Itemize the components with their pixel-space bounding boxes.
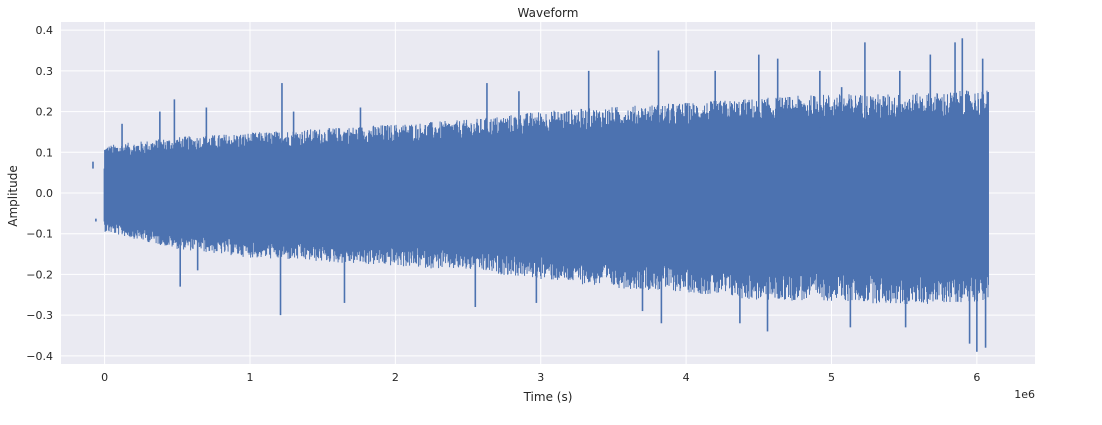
- x-tick-label: 5: [828, 371, 835, 384]
- x-axis-label: Time (s): [523, 390, 573, 404]
- y-tick-label: 0.1: [36, 146, 54, 159]
- chart-title: Waveform: [518, 6, 579, 20]
- y-tick-label: 0.3: [36, 65, 54, 78]
- y-axis-label: Amplitude: [6, 165, 20, 227]
- y-tick-label: −0.4: [26, 350, 53, 363]
- x-offset-text: 1e6: [1014, 388, 1035, 401]
- y-tick-label: 0.0: [36, 187, 54, 200]
- x-tick-label: 2: [392, 371, 399, 384]
- x-tick-label: 6: [973, 371, 980, 384]
- x-tick-label: 1: [246, 371, 253, 384]
- y-tick-label: −0.3: [26, 309, 53, 322]
- y-tick-label: −0.1: [26, 228, 53, 241]
- x-tick-label: 3: [537, 371, 544, 384]
- y-tick-label: −0.2: [26, 268, 53, 281]
- x-tick-label: 0: [101, 371, 108, 384]
- x-tick-label: 4: [683, 371, 690, 384]
- waveform-series: [92, 38, 989, 352]
- tick-labels: 0 1 2 3 4 5 6 −0.4 −0.3 −0.2 −0.1 0.0 0.1 0.2 0.3 0.4: [26, 24, 980, 384]
- y-tick-label: 0.2: [36, 106, 54, 119]
- y-tick-label: 0.4: [36, 24, 54, 37]
